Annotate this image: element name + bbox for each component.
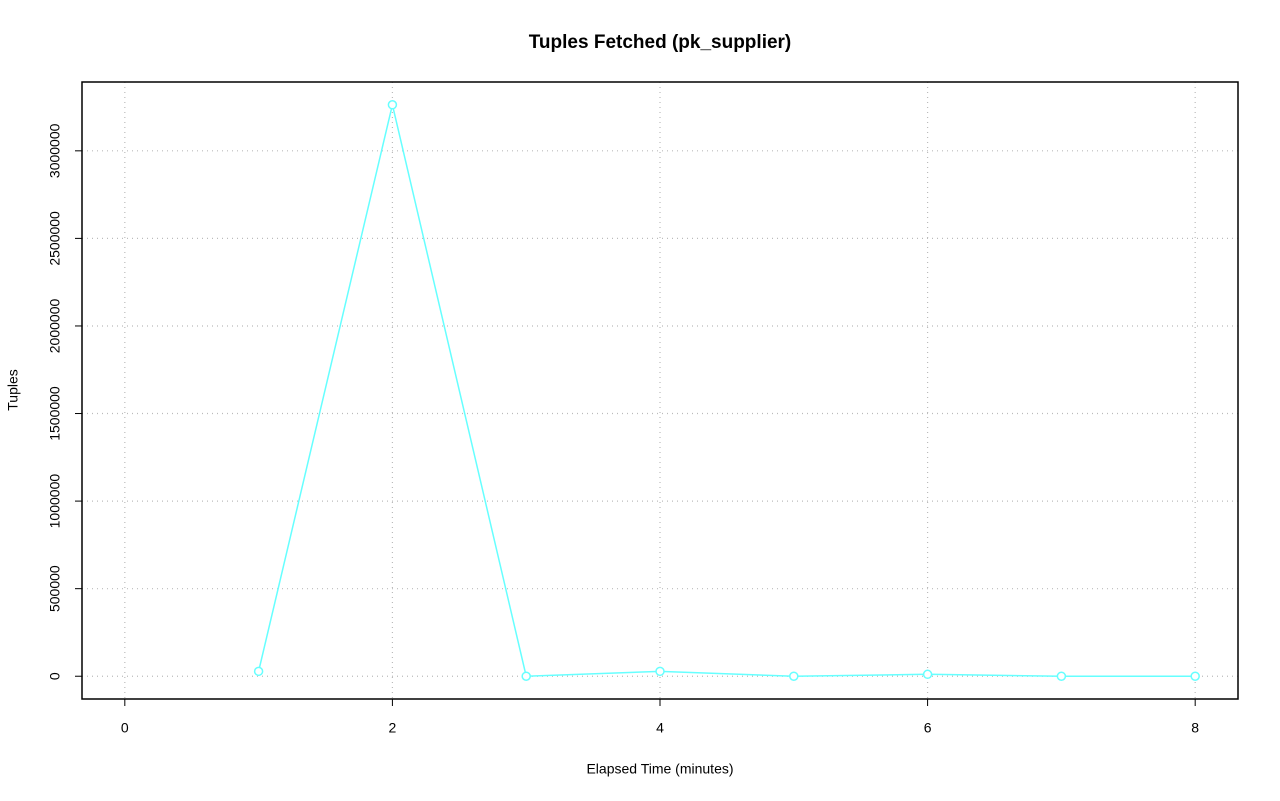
- y-tick-label: 2000000: [47, 299, 63, 354]
- y-tick-label: 2500000: [47, 211, 63, 266]
- y-tick-label: 500000: [47, 565, 63, 612]
- plot-frame: [81, 81, 1239, 700]
- y-axis-label: Tuples: [5, 369, 21, 411]
- x-axis-label: Elapsed Time (minutes): [586, 761, 733, 777]
- point: [1190, 671, 1200, 681]
- x-tick-label: 0: [121, 720, 129, 736]
- point: [922, 669, 933, 680]
- point: [521, 671, 531, 681]
- point: [387, 100, 398, 110]
- point: [789, 671, 799, 681]
- y-tick-label: 3000000: [47, 123, 63, 178]
- point: [253, 666, 264, 677]
- chart-title: Tuples Fetched (pk_supplier): [529, 32, 792, 53]
- point: [655, 666, 665, 677]
- x-tick-label: 4: [656, 720, 664, 736]
- x-tick-label: 2: [389, 720, 397, 736]
- point: [1056, 671, 1067, 681]
- line: [257, 104, 1196, 678]
- y-tick-label: 0: [47, 672, 63, 680]
- x-tick-label: 6: [924, 720, 932, 736]
- x-tick-label: 8: [1191, 720, 1199, 736]
- y-tick-label: 1500000: [47, 386, 63, 441]
- y-tick-label: 1000000: [47, 474, 63, 529]
